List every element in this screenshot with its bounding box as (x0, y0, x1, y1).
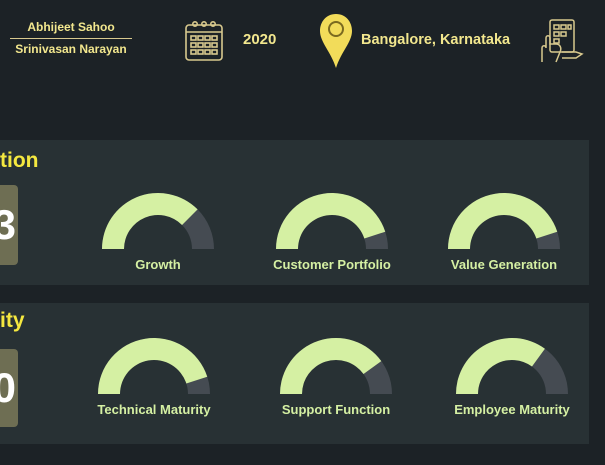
author-name: Srinivasan Narayan (15, 42, 127, 56)
gauge-employee-maturity: Employee Maturity (452, 333, 572, 423)
gauge-fill (102, 192, 198, 249)
section-title: tion (0, 149, 39, 172)
gauge-technical-maturity: Technical Maturity (94, 333, 214, 423)
gauge-arc (276, 193, 388, 249)
gauge-fill (456, 338, 545, 394)
gauge-growth: Growth (98, 188, 218, 278)
author-divider (10, 38, 132, 39)
location-value: Bangalore, Karnataka (361, 32, 511, 48)
gauge-fill (98, 338, 208, 394)
section-score-badge: 3 (0, 185, 18, 265)
gauge-fill (280, 338, 382, 394)
gauge-arc (448, 193, 560, 249)
gauge-arc (98, 338, 210, 394)
header-bar: Abhijeet Sahoo Srinivasan Narayan 2020 B… (0, 0, 605, 90)
gauge-fill (276, 193, 386, 249)
section-score-badge: 0 (0, 349, 18, 427)
year-value: 2020 (243, 31, 277, 48)
gauge-label: Customer Portfolio (273, 257, 391, 272)
gauge-fill (448, 193, 558, 249)
tablet-touch-icon (541, 19, 584, 63)
gauge-label: Support Function (281, 402, 391, 417)
gauge-customer-portfolio: Customer Portfolio (272, 188, 392, 278)
gauge-label: Employee Maturity (454, 402, 570, 417)
section-panel: tion 3 Growth Customer Portfolio Value G… (0, 140, 589, 285)
gauge-arc (280, 338, 392, 394)
gauge-support-function: Support Function (276, 333, 396, 423)
gauge-label: Technical Maturity (97, 402, 211, 417)
gauge-arc (456, 338, 568, 394)
authors-block: Abhijeet Sahoo Srinivasan Narayan (10, 20, 132, 57)
section-title: ity (0, 309, 25, 332)
author-name: Abhijeet Sahoo (27, 20, 115, 34)
gauge-value-generation: Value Generation (444, 188, 564, 278)
section-panel: ity 0 Technical Maturity Support Functio… (0, 303, 589, 444)
calendar-icon (185, 20, 223, 61)
gauge-label: Value Generation (450, 257, 558, 272)
gauge-label: Growth (135, 257, 181, 272)
gauge-arc (102, 192, 214, 249)
location-pin-icon (320, 14, 352, 68)
